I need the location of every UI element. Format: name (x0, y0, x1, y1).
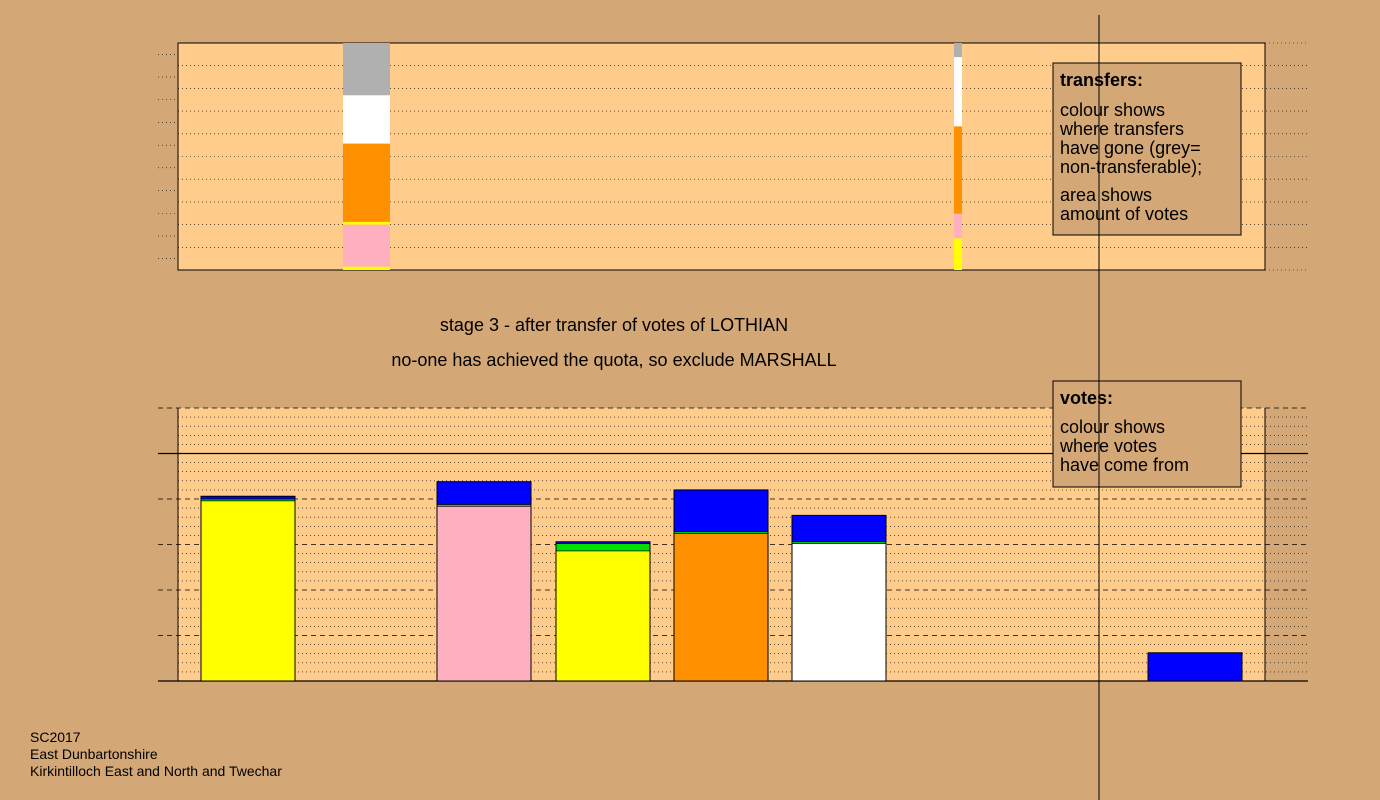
vote-bar-segment (436, 481, 532, 505)
transfer-segment (343, 143, 390, 222)
transfer-segment (954, 57, 962, 95)
status-text: no-one has achieved the quota, so exclud… (391, 350, 836, 370)
transfers-legend-line: where transfers (1059, 119, 1184, 139)
transfer-segment (343, 224, 390, 267)
votes-legend-line: where votes (1059, 436, 1157, 456)
transfers-legend-line: amount of votes (1060, 204, 1188, 224)
transfer-segment (343, 43, 390, 96)
footer: SC2017 East Dunbartonshire Kirkintilloch… (30, 729, 282, 779)
transfers-legend-line: non-transferable); (1060, 157, 1202, 177)
votes-legend-line: colour shows (1060, 417, 1165, 437)
vote-bar-segment (1147, 652, 1243, 682)
transfers-legend-title: transfers: (1060, 70, 1143, 90)
transfer-segment (954, 238, 962, 270)
stage-text: stage 3 - after transfer of votes of LOT… (440, 315, 788, 335)
vote-bar-outline (791, 514, 887, 682)
vote-bar-segment (436, 505, 532, 682)
vote-bar-segment (673, 489, 769, 533)
vote-bar-segment (791, 543, 887, 682)
vote-bar-segment (555, 550, 651, 682)
transfer-segment (954, 213, 962, 239)
transfers-legend-line: area shows (1060, 185, 1152, 205)
transfer-segment (343, 266, 390, 270)
votes-legend-title: votes: (1060, 388, 1113, 408)
transfers-legend: transfers: colour shows where transfers … (1052, 62, 1242, 236)
footer-line: Kirkintilloch East and North and Twechar (30, 763, 282, 779)
vote-bar-outline (555, 541, 651, 682)
transfer-segment (954, 94, 962, 127)
vote-bar-outline (1147, 652, 1243, 682)
vote-bar-segment (791, 515, 887, 543)
transfer-segment (954, 43, 962, 58)
vote-bar-segment (200, 500, 296, 682)
votes-legend: votes: colour shows where votes have com… (1052, 380, 1242, 488)
vote-bar-segment (673, 533, 769, 682)
transfer-segment (954, 126, 962, 214)
vote-bar-outline (673, 489, 769, 682)
vote-bar-outline (200, 495, 296, 682)
transfers-plot-frame (177, 42, 1266, 271)
vote-bar-outline (436, 481, 532, 682)
transfer-segment (343, 95, 390, 144)
footer-line: East Dunbartonshire (30, 746, 158, 762)
votes-legend-line: have come from (1060, 455, 1189, 475)
transfers-legend-line: colour shows (1060, 100, 1165, 120)
footer-line: SC2017 (30, 729, 81, 745)
vote-bar-segment (555, 543, 651, 552)
transfers-legend-line: have gone (grey= (1060, 138, 1201, 158)
transfer-segment (343, 221, 390, 225)
